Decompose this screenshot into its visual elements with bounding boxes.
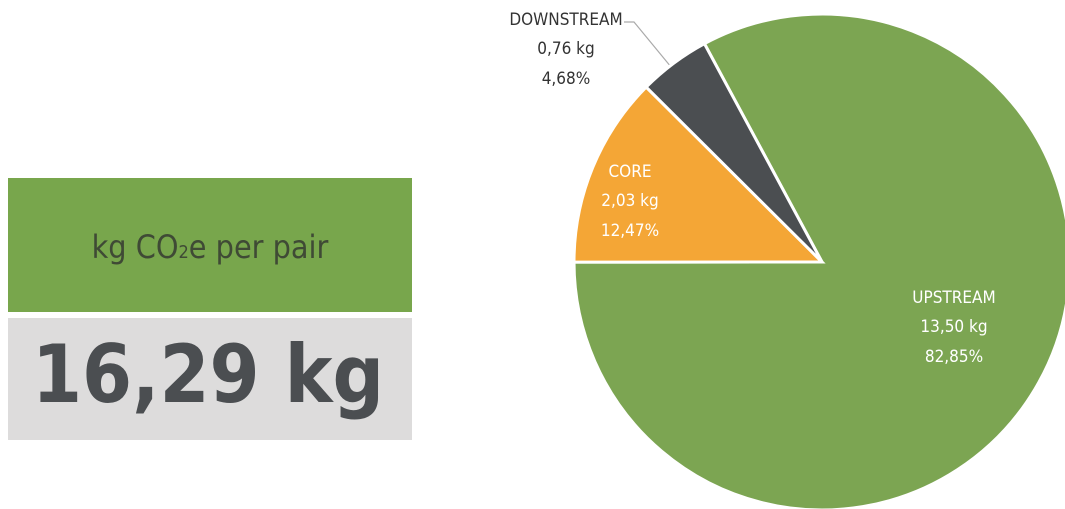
unit-label: kg CO2e per pair — [92, 228, 329, 266]
total-value: 16,29 kg — [32, 328, 384, 421]
pie-slice — [572, 84, 826, 264]
unit-label-main: kg CO — [92, 228, 179, 266]
slice-category: DOWNSTREAM — [509, 10, 622, 30]
slice-percent: 4,68% — [542, 69, 591, 89]
slice-weight: 2,03 kg — [601, 191, 658, 211]
slice-percent: 12,47% — [601, 221, 659, 241]
pie-slice — [644, 41, 824, 264]
unit-subscript: 2 — [178, 242, 188, 263]
slice-category: UPSTREAM — [912, 288, 995, 308]
pie-slice — [572, 12, 1065, 509]
unit-suffix: e per pair — [189, 228, 329, 266]
slice-category: CORE — [608, 162, 651, 182]
total-box — [8, 318, 412, 440]
slice-weight: 13,50 kg — [920, 317, 987, 337]
slice-weight: 0,76 kg — [537, 39, 594, 59]
label-box — [8, 178, 412, 312]
slice-percent: 82,85% — [925, 347, 983, 367]
